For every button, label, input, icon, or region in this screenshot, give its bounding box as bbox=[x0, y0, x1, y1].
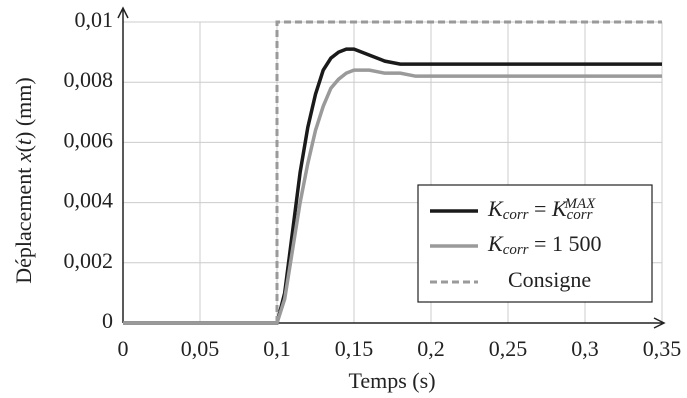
text-part: x bbox=[11, 152, 36, 163]
text-part: corr bbox=[503, 242, 529, 258]
legend-label: Kcorr = KcorrMAX bbox=[487, 196, 596, 223]
text-part: = bbox=[529, 196, 552, 221]
x-tick-label: 0,35 bbox=[643, 336, 682, 361]
x-axis-label: Temps (s) bbox=[348, 368, 435, 393]
legend-label: Kcorr = 1 500 bbox=[487, 231, 601, 258]
text-part: ) (mm) bbox=[11, 77, 36, 139]
text-part: t bbox=[11, 138, 36, 145]
y-axis-label: Déplacement x(t) (mm) bbox=[11, 77, 36, 283]
legend-label: Consigne bbox=[508, 267, 591, 292]
text-part: K bbox=[487, 231, 504, 256]
x-tick-label: 0,3 bbox=[571, 336, 599, 361]
text-part: = 1 500 bbox=[529, 231, 602, 256]
x-tick-label: 0,05 bbox=[181, 336, 220, 361]
text-part: MAX bbox=[563, 196, 596, 212]
text-part: corr bbox=[503, 207, 529, 223]
y-tick-label: 0 bbox=[102, 308, 113, 333]
series-line bbox=[123, 47, 662, 325]
text-part: K bbox=[487, 196, 504, 221]
x-tick-label: 0,15 bbox=[335, 336, 374, 361]
y-axis bbox=[117, 6, 129, 323]
y-tick-label: 0,008 bbox=[64, 67, 114, 92]
x-tick-label: 0 bbox=[118, 336, 129, 361]
x-tick-label: 0,25 bbox=[489, 336, 528, 361]
text-part: Déplacement bbox=[11, 162, 36, 284]
x-tick-label: 0,1 bbox=[263, 336, 291, 361]
y-tick-label: 0,004 bbox=[64, 188, 114, 213]
x-tick-label: 0,2 bbox=[417, 336, 445, 361]
series-line bbox=[123, 20, 662, 325]
y-tick-label: 0,01 bbox=[75, 7, 114, 32]
series-line bbox=[123, 68, 662, 325]
text-part: ( bbox=[11, 145, 36, 152]
text-part: K bbox=[551, 196, 568, 221]
text-part: Consigne bbox=[508, 267, 591, 292]
y-tick-label: 0,006 bbox=[64, 127, 114, 152]
text-part: corr bbox=[567, 207, 593, 223]
y-tick-label: 0,002 bbox=[64, 248, 114, 273]
